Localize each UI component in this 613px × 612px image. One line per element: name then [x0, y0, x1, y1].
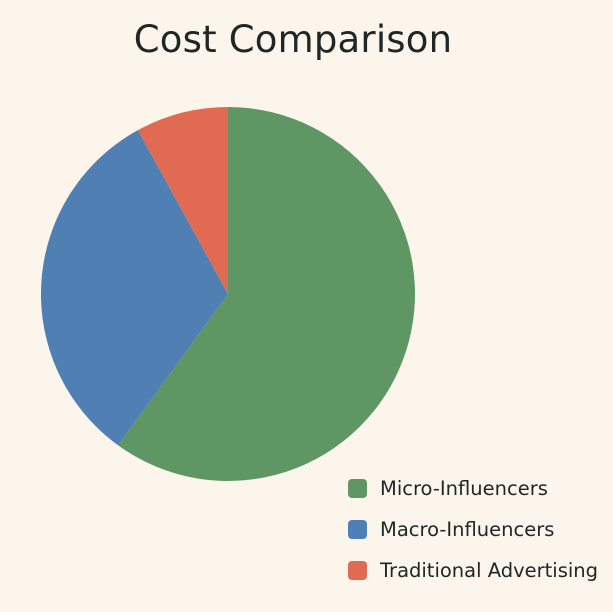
legend-swatch-macro-influencers — [348, 520, 367, 539]
legend-label-traditional-advertising: Traditional Advertising — [380, 559, 599, 582]
pie-slice-traditional-advertising — [137, 107, 228, 294]
legend-item-traditional-advertising: Traditional Advertising — [348, 550, 613, 591]
chart-title: Cost Comparison — [133, 18, 453, 61]
legend-item-macro-influencers: Macro-Influencers — [348, 509, 613, 550]
legend-swatch-traditional-advertising — [348, 561, 367, 580]
legend-swatch-micro-influencers — [348, 479, 367, 498]
pie-slice-macro-influencers — [40, 130, 229, 446]
legend-item-micro-influencers: Micro-Influencers — [348, 468, 613, 509]
pie-slice-micro-influencers — [118, 107, 415, 481]
legend-label-micro-influencers: Micro-Influencers — [380, 477, 548, 500]
legend: Micro-Influencers Macro-Influencers Trad… — [348, 468, 613, 591]
legend-label-macro-influencers: Macro-Influencers — [380, 518, 555, 541]
